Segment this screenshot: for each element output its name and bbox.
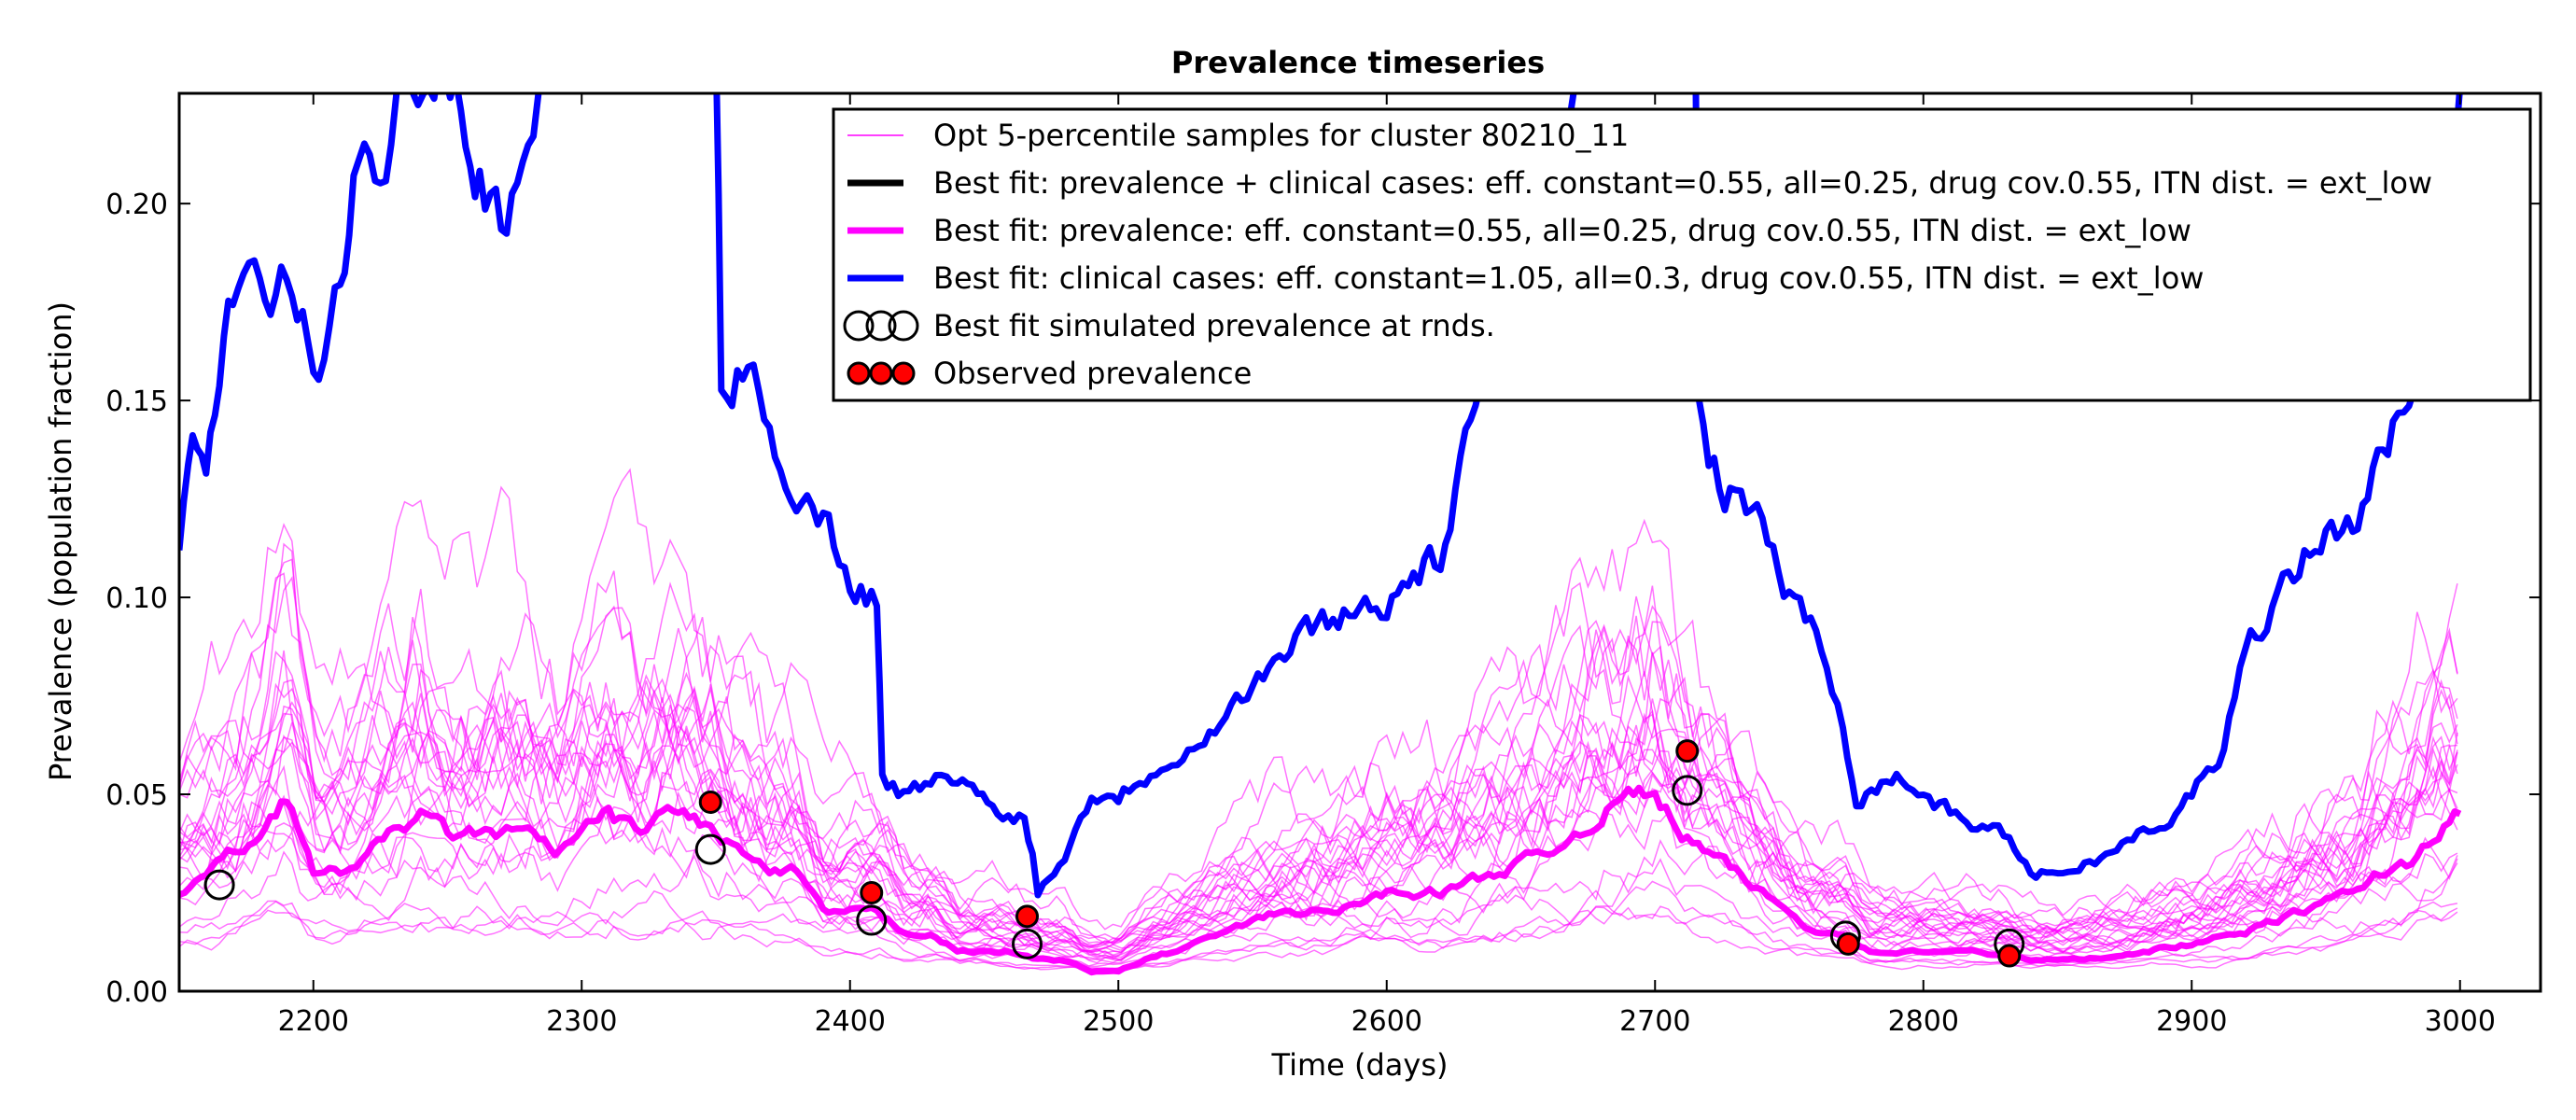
sample-line — [179, 674, 2458, 961]
x-tick-label: 2800 — [1888, 1005, 1959, 1038]
sample-line — [179, 712, 2457, 955]
observed-prevalence-point — [1997, 944, 2022, 968]
x-tick-label: 2600 — [1351, 1005, 1422, 1038]
x-tick-label: 2200 — [278, 1005, 349, 1038]
sample-line — [179, 736, 2458, 962]
y-tick-label: 0.00 — [105, 976, 168, 1009]
simulated-prevalence-point — [1672, 775, 1703, 806]
sample-line — [179, 605, 2458, 940]
x-axis-label: Time (days) — [1271, 1047, 1449, 1083]
prevalence-fit-line — [179, 784, 2462, 976]
legend-label: Best fit: clinical cases: eff. constant=… — [933, 260, 2204, 296]
legend-label: Opt 5-percentile samples for cluster 802… — [933, 118, 1629, 153]
simulated-prevalence-point — [694, 833, 726, 865]
legend-label: Observed prevalence — [933, 356, 1252, 391]
prevalence-markers-group — [203, 739, 2025, 968]
legend-swatch — [865, 310, 897, 342]
sample-line — [179, 650, 2458, 961]
y-tick-label: 0.15 — [105, 385, 168, 418]
sample-line — [179, 523, 2458, 945]
sample-line — [179, 780, 2458, 960]
observed-prevalence-point — [860, 881, 884, 905]
y-tick-label: 0.05 — [105, 779, 168, 812]
y-axis-ticks: 0.00 0.05 0.10 0.15 0.20 — [105, 189, 2541, 1009]
legend-label: Best fit simulated prevalence at rnds. — [933, 308, 1495, 343]
sample-line — [179, 542, 2458, 945]
sample-line — [179, 468, 2458, 931]
observed-prevalence-point — [1015, 904, 1039, 929]
sample-line — [179, 889, 2458, 970]
observed-prevalence-point — [1675, 739, 1700, 763]
legend-box — [832, 107, 2532, 402]
sample-line — [179, 880, 2458, 971]
x-tick-label: 2700 — [1619, 1005, 1690, 1038]
series-lines-group — [179, 93, 2463, 976]
legend-label: Best fit: prevalence: eff. constant=0.55… — [933, 213, 2191, 248]
observed-prevalence-point — [1836, 931, 1860, 956]
clinical-cases-fit-line — [179, 93, 2463, 899]
x-tick-label: 2500 — [1083, 1005, 1154, 1038]
legend-swatch — [843, 310, 875, 342]
sample-line — [179, 632, 2458, 949]
sample-line — [179, 663, 2458, 957]
plot-frame — [177, 91, 2542, 993]
sample-line — [179, 764, 2458, 967]
x-tick-label: 3000 — [2425, 1005, 2496, 1038]
chart-title: Prevalence timeseries — [1171, 45, 1545, 80]
legend: Opt 5-percentile samples for cluster 802… — [832, 107, 2532, 402]
observed-prevalence-point — [698, 790, 722, 814]
sample-line — [179, 721, 2458, 964]
legend-swatch — [869, 361, 893, 385]
legend-label: Best fit: prevalence + clinical cases: e… — [933, 165, 2432, 201]
simulated-prevalence-point — [856, 904, 888, 936]
x-tick-label: 2300 — [546, 1005, 617, 1038]
simulated-prevalence-point — [203, 869, 235, 901]
legend-swatch — [847, 361, 871, 385]
legend-swatch — [891, 361, 916, 385]
x-tick-label: 2400 — [815, 1005, 886, 1038]
legend-swatch — [888, 310, 919, 342]
sample-line — [179, 576, 2458, 952]
sample-lines-group — [179, 468, 2458, 972]
simulated-prevalence-point — [1012, 928, 1043, 959]
y-tick-label: 0.10 — [105, 582, 168, 615]
sample-line — [179, 903, 2458, 972]
y-tick-label: 0.20 — [105, 189, 168, 221]
y-axis-label: Prevalence (population fraction) — [43, 301, 78, 781]
sample-line — [179, 583, 2458, 947]
x-tick-label: 2900 — [2156, 1005, 2227, 1038]
x-axis-ticks: 2200 2300 2400 2500 2600 2700 2800 2900 3000 — [278, 93, 2496, 1038]
sample-line — [179, 686, 2458, 948]
